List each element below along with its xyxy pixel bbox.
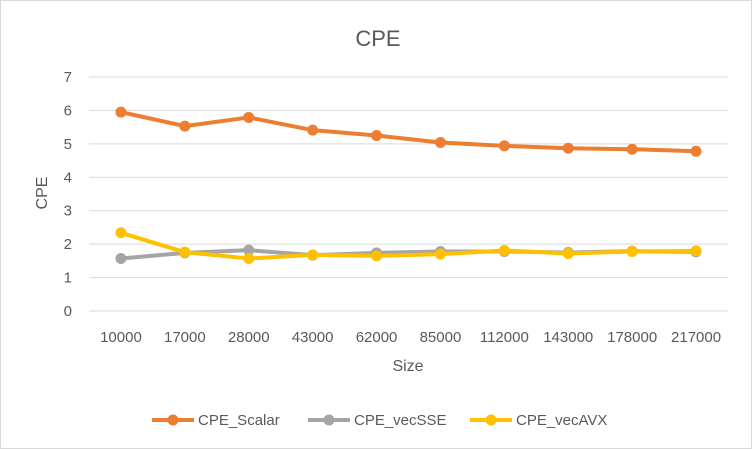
legend-label: CPE_Scalar — [198, 412, 280, 429]
data-point — [434, 137, 446, 149]
legend-item: CPE_Scalar — [152, 412, 280, 429]
y-tick-label: 5 — [64, 136, 72, 153]
y-tick-label: 0 — [64, 303, 72, 320]
y-tick-label: 2 — [64, 236, 72, 253]
data-point — [371, 250, 383, 262]
data-point — [562, 248, 574, 260]
data-point — [690, 245, 702, 257]
legend-item: CPE_vecSSE — [308, 412, 447, 429]
chart-title: CPE — [355, 26, 400, 51]
data-point — [243, 253, 255, 265]
data-point — [307, 249, 319, 261]
x-tick-label: 85000 — [420, 329, 462, 346]
data-point — [498, 140, 510, 152]
data-point — [626, 143, 638, 155]
data-point — [115, 227, 127, 239]
data-point — [243, 111, 255, 123]
legend-label: CPE_vecAVX — [516, 412, 607, 429]
x-tick-label: 17000 — [164, 329, 206, 346]
x-axis-title: Size — [392, 358, 423, 375]
data-point — [115, 106, 127, 118]
y-axis-ticks: 0 1 2 3 4 5 6 7 — [64, 69, 72, 320]
data-point — [307, 124, 319, 136]
data-point — [115, 253, 127, 265]
data-point — [179, 246, 191, 258]
legend-swatch-marker — [167, 414, 179, 426]
x-axis-ticks: 10000 17000 28000 43000 62000 85000 112000 1430… — [100, 329, 721, 346]
legend-swatch-marker — [485, 414, 497, 426]
y-tick-label: 7 — [64, 69, 72, 86]
data-point — [498, 244, 510, 256]
data-point — [562, 142, 574, 154]
series-line — [118, 110, 699, 154]
x-tick-label: 143000 — [543, 329, 593, 346]
data-point — [243, 244, 255, 256]
data-point — [434, 248, 446, 260]
series-layer — [115, 106, 702, 265]
series-line — [118, 230, 699, 261]
y-tick-label: 3 — [64, 203, 72, 220]
data-point — [179, 120, 191, 132]
data-point — [626, 245, 638, 257]
x-tick-label: 112000 — [480, 329, 529, 346]
data-point — [371, 130, 383, 141]
y-tick-label: 6 — [64, 102, 72, 119]
legend-item: CPE_vecAVX — [470, 412, 607, 429]
x-tick-label: 28000 — [228, 329, 270, 346]
y-tick-label: 1 — [64, 270, 72, 287]
data-point — [690, 145, 702, 157]
gridlines — [89, 76, 728, 312]
legend-label: CPE_vecSSE — [354, 412, 447, 429]
y-axis-title: CPE — [34, 177, 51, 210]
x-tick-label: 217000 — [671, 329, 721, 346]
series-CPE_vecAVX — [115, 227, 702, 265]
x-tick-label: 62000 — [356, 329, 398, 346]
y-tick-label: 4 — [64, 169, 72, 186]
legend-swatch-marker — [323, 414, 335, 426]
legend: CPE_Scalar CPE_vecSSE CPE_vecAVX — [152, 412, 607, 429]
x-tick-label: 43000 — [292, 329, 334, 346]
x-tick-label: 10000 — [100, 329, 142, 346]
series-CPE_Scalar — [115, 106, 702, 157]
x-tick-label: 178000 — [607, 329, 657, 346]
